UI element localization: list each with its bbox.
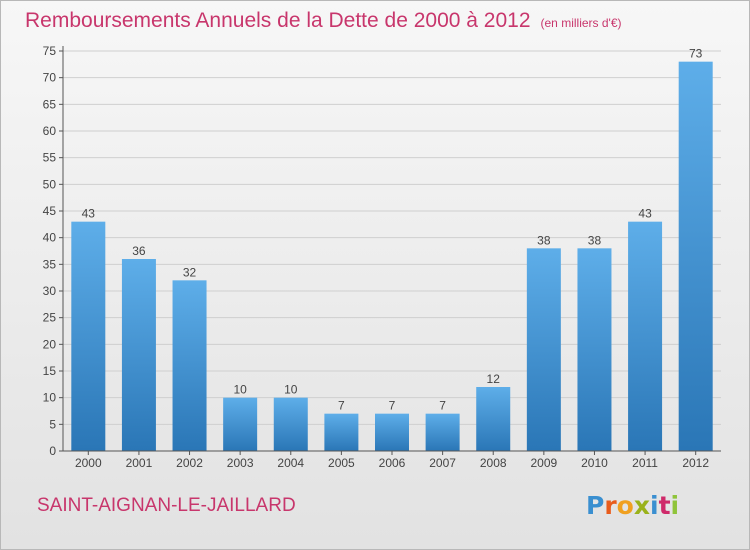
y-tick-label: 75 — [43, 44, 57, 58]
bar — [375, 413, 409, 451]
data-label: 36 — [132, 244, 146, 258]
y-tick-label: 55 — [43, 151, 57, 165]
y-tick-label: 45 — [43, 204, 57, 218]
data-label: 10 — [284, 383, 298, 397]
data-label: 12 — [487, 372, 501, 386]
y-tick-label: 65 — [43, 97, 57, 111]
data-label: 43 — [638, 207, 652, 221]
chart-subtitle: (en milliers d'€) — [540, 16, 622, 30]
x-tick-label: 2000 — [75, 456, 102, 470]
proxiti-logo: Proxiti — [586, 491, 680, 520]
data-label: 7 — [389, 399, 396, 413]
y-tick-label: 50 — [43, 177, 57, 191]
x-tick-label: 2012 — [682, 456, 709, 470]
data-label: 73 — [689, 47, 703, 61]
grid-lines — [63, 50, 721, 452]
x-tick-label: 2010 — [581, 456, 608, 470]
y-tick-label: 30 — [43, 284, 57, 298]
bar — [425, 413, 460, 451]
commune-name: SAINT-AIGNAN-LE-JAILLARD — [37, 495, 296, 516]
bar — [223, 397, 258, 451]
bar — [476, 387, 511, 451]
bar — [678, 61, 713, 452]
chart-title: Remboursements Annuels de la Dette de 20… — [25, 9, 622, 33]
y-tick-label: 35 — [43, 257, 57, 271]
bar — [577, 248, 612, 451]
bar — [324, 413, 359, 451]
data-label: 43 — [82, 207, 96, 221]
bar — [71, 221, 106, 451]
x-tick-label: 2001 — [126, 456, 153, 470]
y-tick-label: 70 — [43, 71, 57, 85]
x-tick-label: 2004 — [277, 456, 304, 470]
data-label: 7 — [338, 399, 345, 413]
bars: 43 36 32 10 10 7 7 7 12 38 38 43 73 — [71, 47, 713, 452]
bar — [273, 397, 308, 451]
x-tick-label: 2006 — [379, 456, 406, 470]
y-tick-label: 60 — [43, 124, 57, 138]
y-tick-label: 5 — [49, 417, 56, 431]
y-tick-label: 25 — [43, 311, 57, 325]
y-tick-label: 20 — [43, 337, 57, 351]
y-tick-label: 10 — [43, 391, 57, 405]
bar — [172, 280, 207, 451]
data-label: 10 — [233, 383, 247, 397]
x-tick-label: 2011 — [632, 456, 658, 470]
bar — [628, 221, 663, 451]
data-label: 38 — [537, 233, 551, 247]
x-tick-label: 2005 — [328, 456, 355, 470]
bar — [121, 259, 156, 451]
y-tick-label: 0 — [49, 444, 56, 458]
axes: 0 5 10 15 20 25 30 35 40 45 50 55 60 65 70 75 2000 2001 20… — [43, 44, 721, 470]
data-label: 32 — [183, 265, 197, 279]
title-text: Remboursements Annuels de la Dette de 20… — [25, 9, 531, 32]
data-label: 7 — [439, 399, 446, 413]
x-tick-label: 2008 — [480, 456, 507, 470]
x-tick-label: 2007 — [429, 456, 456, 470]
bar — [526, 248, 561, 451]
data-label: 38 — [588, 233, 602, 247]
y-tick-label: 15 — [43, 364, 57, 378]
x-tick-label: 2003 — [227, 456, 254, 470]
x-tick-label: 2009 — [530, 456, 557, 470]
y-tick-label: 40 — [43, 231, 57, 245]
x-tick-label: 2002 — [176, 456, 203, 470]
